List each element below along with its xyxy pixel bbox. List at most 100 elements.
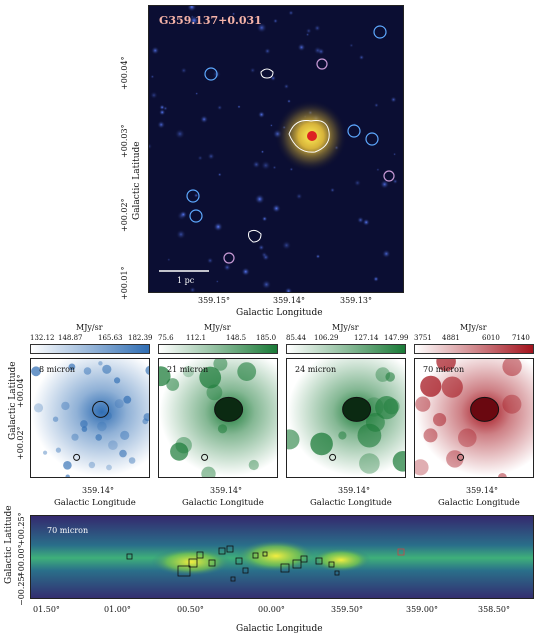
top-image-rings xyxy=(186,25,395,264)
colorbar-tick: 85.44 xyxy=(286,334,307,342)
emission-blob xyxy=(248,459,259,471)
contour-upper xyxy=(260,68,274,79)
colorbar-unit: MJy/sr xyxy=(76,323,103,332)
emission-blob xyxy=(359,453,380,474)
secondary-contour xyxy=(329,453,337,461)
background-star xyxy=(381,249,391,259)
mid-xtick: 359.14° xyxy=(82,486,114,495)
central-source-contour xyxy=(470,396,500,422)
background-star xyxy=(261,215,268,222)
top-ytick-1: +00.04° xyxy=(120,56,129,90)
background-star xyxy=(195,92,199,96)
background-star xyxy=(167,257,171,262)
background-star xyxy=(376,167,380,172)
emission-blob xyxy=(498,473,507,477)
emission-blob xyxy=(119,449,127,458)
background-star xyxy=(249,67,256,74)
emission-blob xyxy=(71,433,79,441)
colorbar-unit: MJy/sr xyxy=(460,323,487,332)
background-star xyxy=(315,254,321,259)
emission-blob xyxy=(55,447,61,453)
colorbar-tick: 147.99 xyxy=(384,334,409,342)
bottom-label: 70 micron xyxy=(47,526,89,535)
background-star xyxy=(373,276,379,282)
emission-blob xyxy=(102,364,112,374)
colorbar xyxy=(414,344,534,354)
background-star xyxy=(231,12,236,16)
emission-blob xyxy=(97,421,107,432)
background-star xyxy=(189,286,196,292)
emission-blob xyxy=(123,395,132,404)
background-star xyxy=(349,43,354,48)
background-star xyxy=(260,160,271,171)
emission-blob xyxy=(338,431,347,440)
colorbar-tick: 185.0 xyxy=(256,334,277,342)
mid-xlabel: Galactic Longitude xyxy=(310,498,392,508)
top-xlabel: Galactic Longitude xyxy=(236,308,323,318)
emission-blob xyxy=(68,363,76,371)
mid-image-panel: 8 micron xyxy=(30,358,150,478)
central-source-core xyxy=(307,131,317,141)
background-star xyxy=(158,108,166,116)
mid-xtick: 359.14° xyxy=(210,486,242,495)
bottom-xtick: 01.50° xyxy=(33,605,60,614)
emission-blob xyxy=(80,420,88,428)
background-star xyxy=(390,96,397,103)
bottom-ytick-3: −00.25° xyxy=(17,572,26,606)
emission-blob xyxy=(375,367,391,382)
emission-blob xyxy=(88,461,96,469)
central-source-contour xyxy=(342,396,372,422)
background-star xyxy=(193,193,199,198)
secondary-contour xyxy=(201,453,209,461)
background-star xyxy=(260,150,265,154)
top-ytick-3: +00.02° xyxy=(120,198,129,232)
background-star xyxy=(281,240,292,251)
emission-blob xyxy=(114,377,121,384)
emission-blob xyxy=(145,365,149,375)
background-star xyxy=(313,46,322,55)
background-star xyxy=(213,221,224,232)
emission-blob xyxy=(458,428,477,448)
mid-xlabel: Galactic Longitude xyxy=(182,498,264,508)
emission-blob xyxy=(166,378,180,391)
background-star xyxy=(149,143,153,150)
bottom-xtick: 01.00° xyxy=(104,605,131,614)
colorbar-tick: 132.12 xyxy=(30,334,55,342)
colorbar-tick: 4881 xyxy=(442,334,460,342)
top-xtick-2: 359.14° xyxy=(273,296,305,305)
mid-image-svg xyxy=(287,367,405,474)
background-star xyxy=(223,263,232,272)
background-star xyxy=(190,15,194,19)
contour-lower xyxy=(248,229,262,243)
bottom-ytick-1: +00.25° xyxy=(17,512,26,546)
emission-blob xyxy=(106,464,112,471)
background-star xyxy=(157,120,166,129)
background-star xyxy=(393,152,397,156)
emission-blob xyxy=(433,413,447,427)
background-star xyxy=(286,99,292,104)
background-star xyxy=(284,287,293,292)
mid-xlabel: Galactic Longitude xyxy=(438,498,520,508)
top-image-stars xyxy=(149,6,398,292)
colorbar-unit: MJy/sr xyxy=(332,323,359,332)
background-star xyxy=(207,152,215,161)
emission-blob xyxy=(170,442,189,461)
emission-blob xyxy=(237,362,257,381)
background-star xyxy=(272,165,277,170)
wavelength-label: 21 micron xyxy=(167,365,209,374)
emission-blob xyxy=(441,376,463,398)
emission-blob xyxy=(310,432,333,456)
background-star xyxy=(392,178,398,185)
mid-ytick-1: +00.04° xyxy=(16,374,25,408)
colorbar-tick: 112.1 xyxy=(186,334,207,342)
secondary-contour xyxy=(457,453,465,461)
background-star xyxy=(305,27,312,34)
top-image-panel: G359.137+0.031 1 pc xyxy=(148,5,404,293)
emission-blob xyxy=(114,399,124,409)
mid-image-panel: 70 micron xyxy=(414,358,534,478)
colorbar-tick: 3751 xyxy=(414,334,432,342)
bottom-image-panel: 70 micron xyxy=(30,515,534,599)
mid-xtick: 359.14° xyxy=(338,486,370,495)
emission-blob xyxy=(415,396,431,412)
emission-blob xyxy=(446,450,464,468)
